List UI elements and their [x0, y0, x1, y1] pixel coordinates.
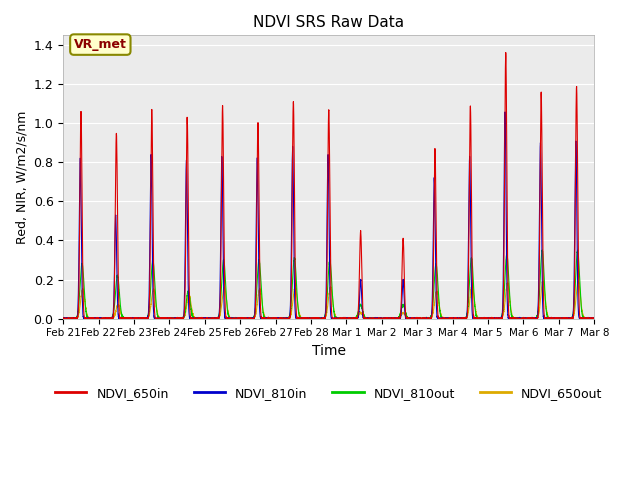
- X-axis label: Time: Time: [312, 344, 346, 358]
- Text: VR_met: VR_met: [74, 38, 127, 51]
- Title: NDVI SRS Raw Data: NDVI SRS Raw Data: [253, 15, 404, 30]
- Legend: NDVI_650in, NDVI_810in, NDVI_810out, NDVI_650out: NDVI_650in, NDVI_810in, NDVI_810out, NDV…: [50, 382, 607, 405]
- Y-axis label: Red, NIR, W/m2/s/nm: Red, NIR, W/m2/s/nm: [15, 110, 28, 244]
